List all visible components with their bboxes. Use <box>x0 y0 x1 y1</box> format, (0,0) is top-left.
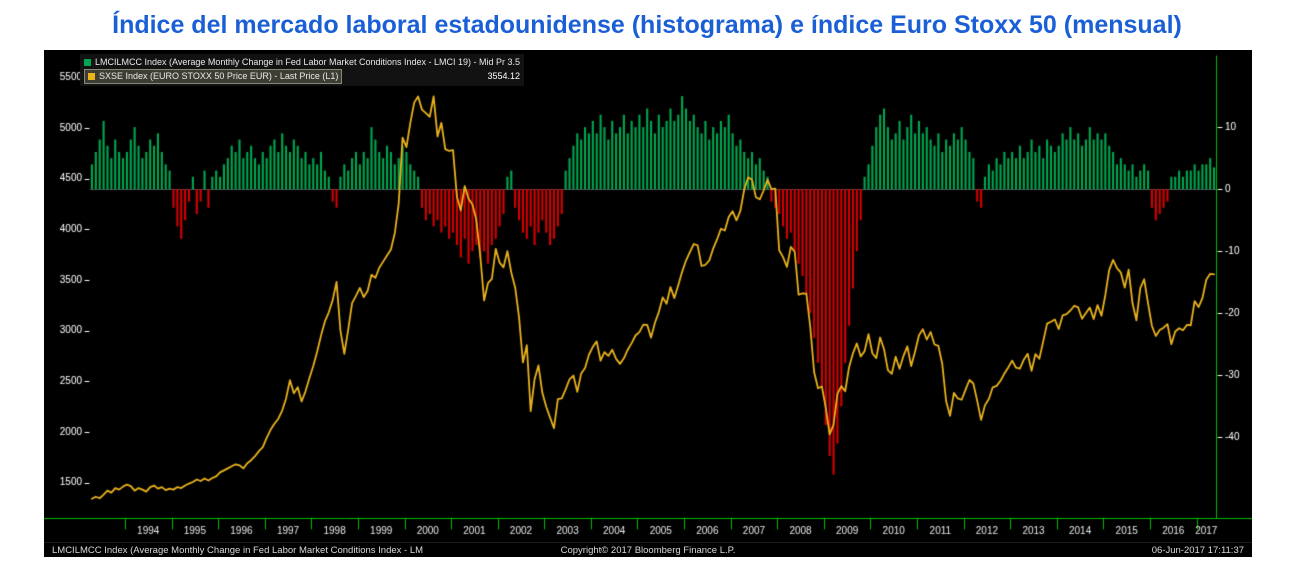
chart-legend: LMCILMCC Index (Average Monthly Change i… <box>80 54 525 86</box>
lmci-series-label: LMCILMCC Index (Average Monthly Change i… <box>95 57 521 67</box>
combo-chart-canvas[interactable] <box>44 50 1252 542</box>
sxse-series-swatch <box>88 73 95 80</box>
status-security-description: LMCILMCC Index (Average Monthly Change i… <box>52 544 424 556</box>
chart-panel: LMCILMCC Index (Average Monthly Change i… <box>44 50 1252 557</box>
sxse-last-price: 3554.12 <box>487 71 521 81</box>
lmci-series-swatch <box>84 59 91 66</box>
sxse-series-highlight-box: SXSE Index (EURO STOXX 50 Price EUR) - L… <box>84 69 343 84</box>
page-title: Índice del mercado laboral estadounidens… <box>112 10 1182 39</box>
status-bar: LMCILMCC Index (Average Monthly Change i… <box>44 542 1252 557</box>
legend-row-lmci[interactable]: LMCILMCC Index (Average Monthly Change i… <box>84 56 520 69</box>
sxse-series-label: SXSE Index (EURO STOXX 50 Price EUR) - L… <box>99 71 339 81</box>
status-copyright: Copyright© 2017 Bloomberg Finance L.P. <box>560 544 736 556</box>
legend-row-sxse[interactable]: SXSE Index (EURO STOXX 50 Price EUR) - L… <box>84 69 520 84</box>
status-datetime: 06-Jun-2017 17:11:37 <box>1151 544 1245 556</box>
title-bar: Índice del mercado laboral estadounidens… <box>0 0 1294 50</box>
